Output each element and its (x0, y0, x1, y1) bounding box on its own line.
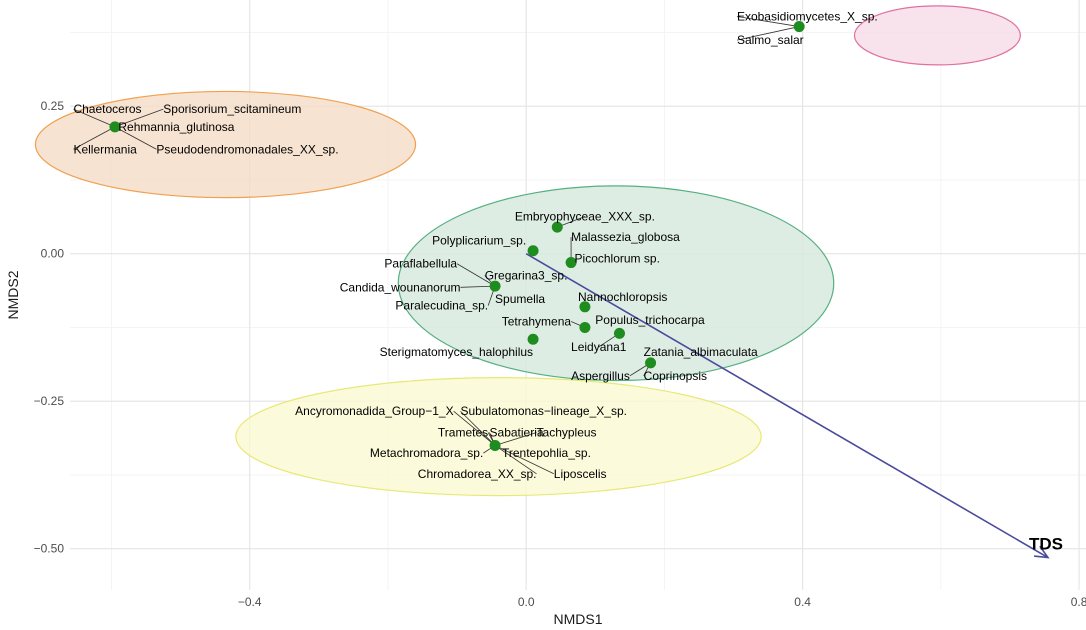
data-point (579, 301, 591, 313)
x-tick-label: 0.8 (1071, 595, 1086, 609)
x-tick-label: 0.4 (794, 595, 811, 609)
leader-line (114, 108, 164, 128)
point-label: Nannochloropsis (578, 290, 667, 304)
point-label: Metachromadora_sp. (370, 446, 483, 460)
cluster-ellipse (397, 185, 835, 382)
data-point (109, 121, 121, 133)
data-point (645, 357, 657, 369)
tds-arrow-head (1033, 545, 1050, 559)
data-point (527, 333, 539, 345)
point-label: Liposcelis (554, 467, 607, 481)
tds-arrow-line (525, 253, 1049, 559)
data-point (489, 439, 501, 451)
data-points (109, 21, 805, 451)
point-label: Picochlorum sp. (575, 251, 660, 265)
point-labels: Chaetoceros Sporisorium_scitamineum Rehman… (73, 10, 877, 481)
data-point (793, 21, 805, 33)
cluster-ellipse (853, 5, 1021, 66)
point-label: Aspergillus (571, 369, 630, 383)
point-label: Paraflabellula (384, 257, 457, 271)
leader-line (460, 285, 496, 288)
data-point (551, 221, 563, 233)
data-point (613, 327, 625, 339)
point-label: Trentepohlia_sp. (502, 446, 591, 460)
point-label: Tetrahymena (502, 315, 572, 329)
point-label: Chaetoceros (73, 102, 141, 116)
point-label: Tachypleus (537, 425, 597, 439)
cluster-ellipses (34, 5, 1021, 497)
axis-ticks: −0.4 0.0 0.4 0.8 −0.50 −0.25 0.00 0.25 (34, 99, 1086, 609)
point-label: Pseudodendromonadales_XX_sp. (156, 142, 338, 156)
data-point (489, 280, 501, 292)
point-label: Zatania_albimaculata (644, 345, 758, 359)
point-label: Sporisorium_scitamineum (163, 102, 301, 116)
point-label: Populus_trichocarpa (595, 313, 705, 327)
cluster-ellipse (34, 90, 417, 199)
point-label: Sabatieria (490, 425, 544, 439)
y-tick-label: 0.25 (41, 99, 65, 113)
cluster-ellipse (235, 377, 762, 497)
y-tick-label: −0.50 (34, 542, 65, 556)
y-tick-label: 0.00 (41, 247, 65, 261)
point-label: Sterigmatomyces_halophilus (380, 345, 533, 359)
point-label: Ancyromonadida_Group−1_X (295, 404, 453, 418)
leader-line (456, 263, 496, 287)
data-point (579, 321, 591, 333)
point-label: Spumella (495, 292, 545, 306)
point-label: Leidyana1 (571, 340, 627, 354)
data-point (527, 245, 539, 257)
point-label: Rehmannia_glutinosa (118, 120, 234, 134)
point-label: Embryophyceae_XXX_sp. (515, 210, 655, 224)
point-label: Salmo_salar (737, 33, 804, 47)
point-label: Exobasidiomycetes_X_sp. (737, 10, 878, 24)
tds-vector: TDS (525, 253, 1063, 559)
point-label: Paralecudina_sp. (395, 299, 488, 313)
point-label: Kellermania (73, 142, 137, 156)
point-label: Candida_wounanorum (340, 280, 461, 294)
data-point (565, 257, 577, 269)
y-tick-label: −0.25 (34, 394, 65, 408)
point-label: Subulatomonas−lineage_X_sp. (461, 404, 627, 418)
point-label: Gregarina3_sp. (485, 269, 568, 283)
tds-label: TDS (1029, 535, 1063, 554)
point-label: Coprinopsis (644, 369, 707, 383)
leader-line (494, 445, 554, 475)
x-axis-title: NMDS1 (553, 611, 602, 627)
leader-line (73, 126, 116, 150)
point-label: Polyplicarium_sp. (432, 234, 526, 248)
x-tick-label: −0.4 (238, 595, 262, 609)
x-tick-label: 0.0 (518, 595, 535, 609)
point-label: Chromadorea_XX_sp. (418, 467, 537, 481)
y-axis-title: NMDS2 (5, 270, 21, 319)
leader-line (736, 16, 800, 27)
leader-line (494, 445, 537, 475)
point-label: Trametes (438, 425, 488, 439)
leader-line (114, 126, 157, 150)
leader-line (453, 410, 496, 446)
leader-line (736, 26, 800, 41)
leader-line (460, 410, 496, 446)
point-label: Malassezia_globosa (571, 230, 680, 244)
leader-line (494, 432, 537, 446)
leader-line (73, 108, 116, 128)
